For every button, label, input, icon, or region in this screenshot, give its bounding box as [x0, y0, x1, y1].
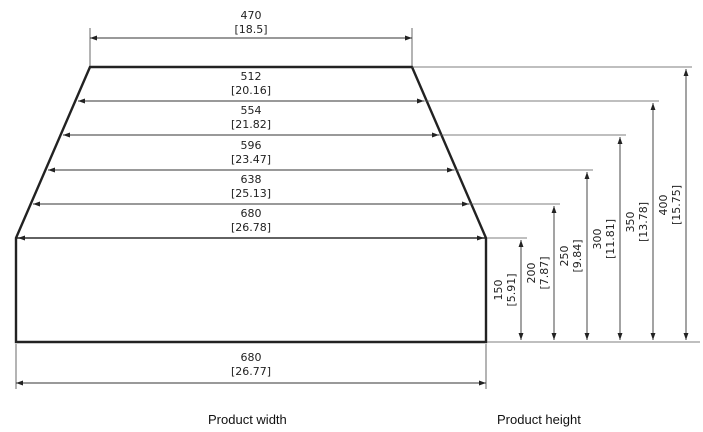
width-638-value: 638 [241, 173, 262, 186]
width-596-value: 596 [241, 139, 262, 152]
top-width-value: 470 [241, 9, 262, 22]
width-dimension-680-top: 680 [26.78] [18, 207, 484, 241]
width-554-inch: [21.82] [231, 118, 271, 131]
width-dimension-554: 554 [21.82] [63, 104, 439, 138]
height-dimension-250: 250 [9.84] [558, 172, 590, 340]
top-width-inch: [18.5] [234, 23, 267, 36]
bottom-width-inch: [26.77] [231, 365, 271, 378]
width-dimension-596: 596 [23.47] [48, 139, 454, 173]
height-300-inch: [11.81] [604, 219, 617, 259]
height-extension-lines [412, 66, 700, 343]
bottom-width-value: 680 [241, 351, 262, 364]
height-dimension-400: 400 [15.75] [657, 69, 689, 340]
height-350-inch: [13.78] [637, 202, 650, 242]
width-512-inch: [20.16] [231, 84, 271, 97]
width-554-value: 554 [241, 104, 262, 117]
product-height-caption: Product height [497, 412, 581, 427]
height-250-value: 250 [558, 246, 571, 267]
width-680-inch: [26.78] [231, 221, 271, 234]
height-dimension-150: 150 [5.91] [492, 240, 524, 340]
product-width-caption: Product width [208, 412, 287, 427]
bottom-width-dimension: 680 [26.77] [15, 344, 487, 389]
height-dimension-350: 350 [13.78] [624, 103, 656, 340]
width-680-value: 680 [241, 207, 262, 220]
height-400-inch: [15.75] [670, 185, 683, 225]
height-dimension-300: 300 [11.81] [591, 137, 623, 340]
width-638-inch: [25.13] [231, 187, 271, 200]
height-200-value: 200 [525, 263, 538, 284]
width-dimension-512: 512 [20.16] [78, 70, 424, 104]
width-512-value: 512 [241, 70, 262, 83]
width-596-inch: [23.47] [231, 153, 271, 166]
height-350-value: 350 [624, 212, 637, 233]
width-dimension-638: 638 [25.13] [33, 173, 469, 207]
height-250-inch: [9.84] [571, 239, 584, 272]
height-400-value: 400 [657, 195, 670, 216]
height-dimension-200: 200 [7.87] [525, 206, 557, 340]
height-150-value: 150 [492, 280, 505, 301]
height-200-inch: [7.87] [538, 256, 551, 289]
height-300-value: 300 [591, 229, 604, 250]
top-width-dimension: 470 [18.5] [89, 9, 413, 66]
height-150-inch: [5.91] [505, 273, 518, 306]
